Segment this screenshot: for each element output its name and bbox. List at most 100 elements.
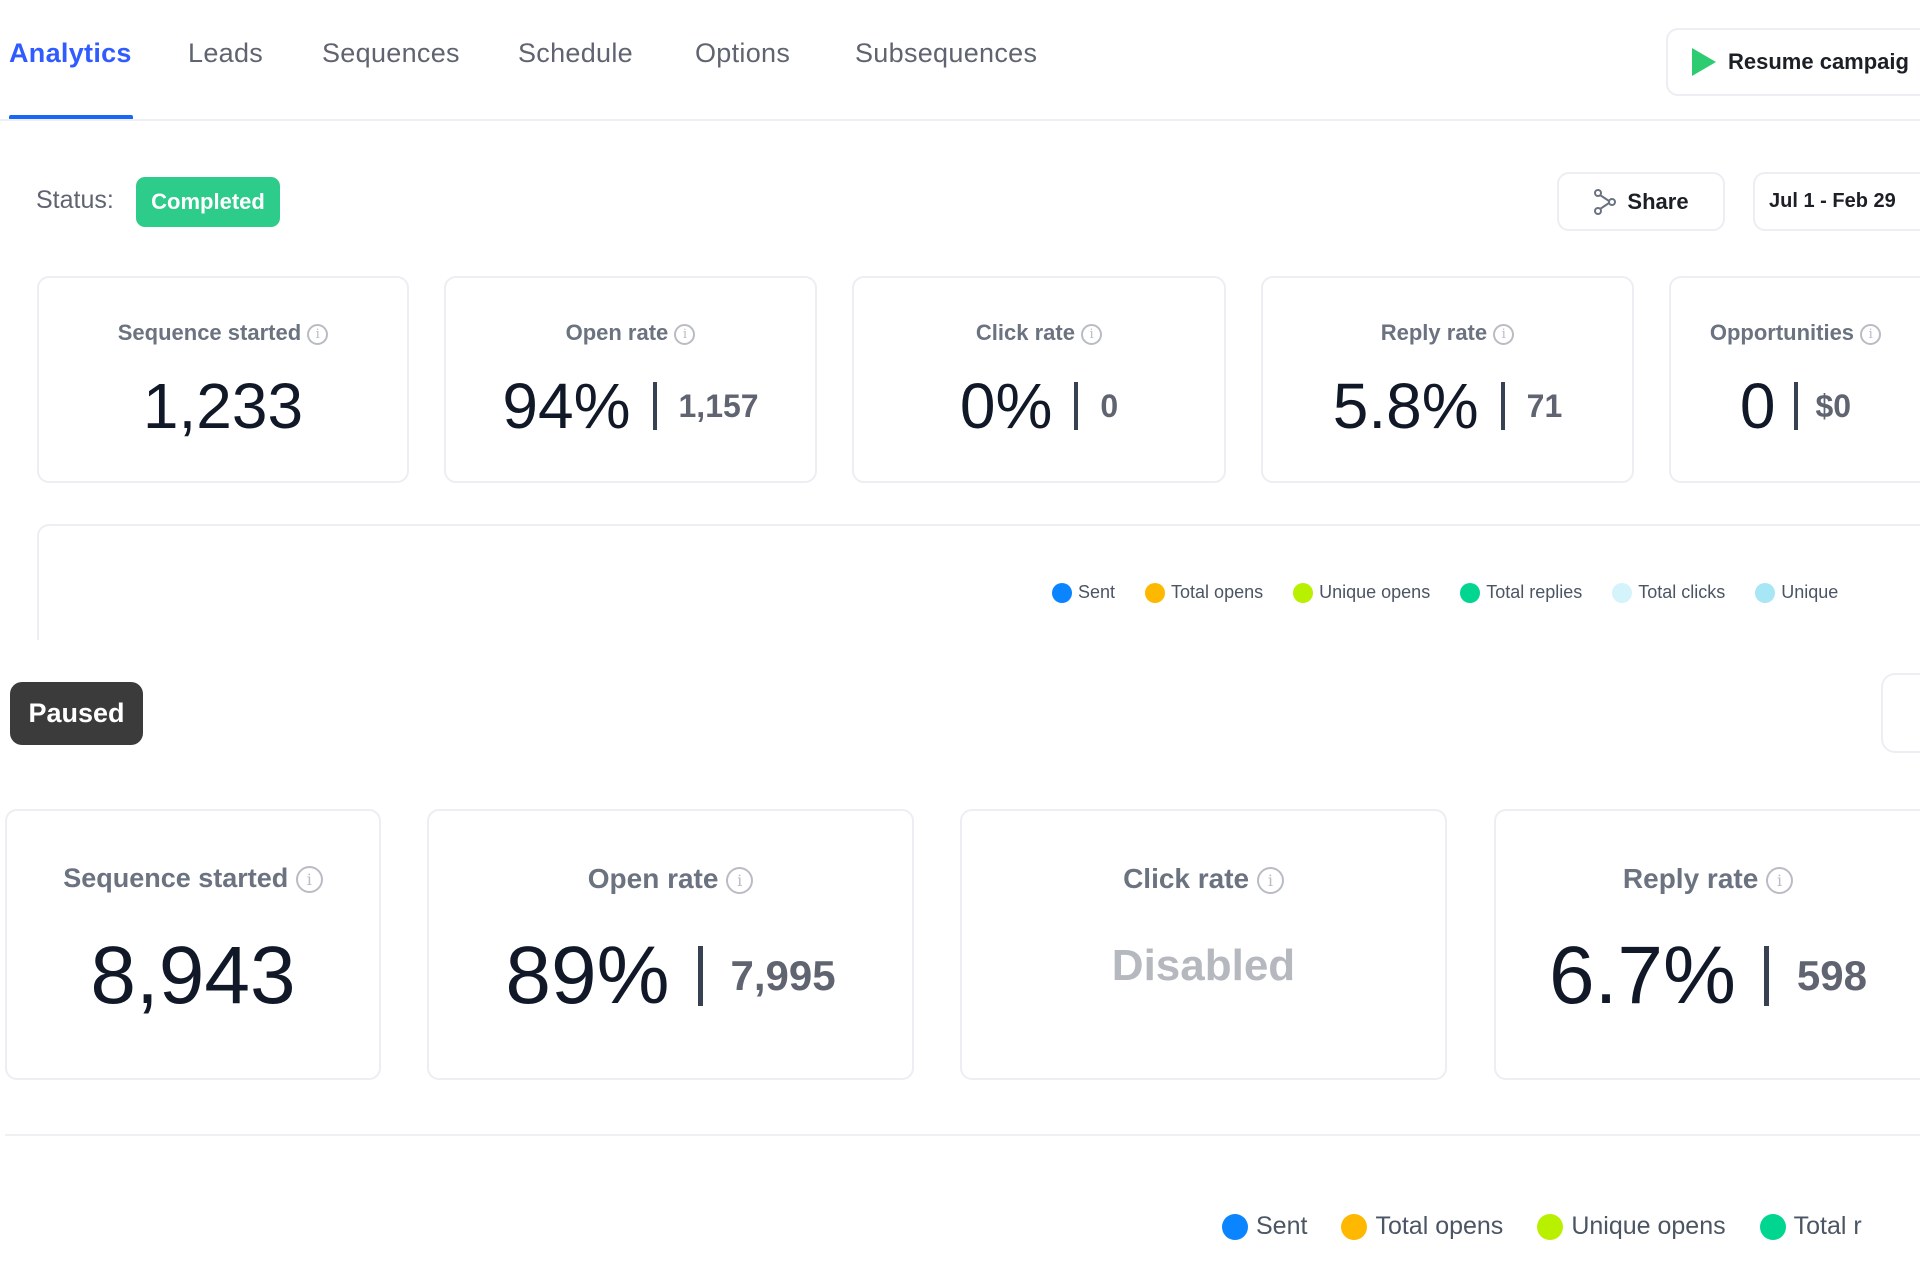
- info-icon[interactable]: i: [726, 867, 754, 895]
- chart-legend: Sent Total opens Unique opens Total repl…: [1052, 582, 1838, 603]
- info-icon[interactable]: i: [1256, 867, 1284, 895]
- card-value: 0%: [959, 370, 1053, 442]
- legend-label: Total clicks: [1638, 582, 1726, 602]
- tab-sequences[interactable]: Sequences: [322, 38, 460, 68]
- value-separator: [1074, 382, 1079, 430]
- value-separator: [1500, 382, 1505, 430]
- card-value: 89%: [505, 930, 670, 1021]
- share-label: Share: [1627, 188, 1689, 214]
- legend-dot: [1537, 1213, 1564, 1240]
- resume-label: Resume campaig: [1728, 49, 1909, 74]
- legend-label: Total r: [1793, 1212, 1862, 1240]
- card-value: 94%: [502, 370, 631, 442]
- card-title: Click rate: [1123, 863, 1250, 894]
- share-button[interactable]: Share: [1557, 172, 1725, 231]
- legend-label: Sent: [1078, 582, 1116, 602]
- card-value: 5.8%: [1332, 370, 1479, 442]
- info-icon[interactable]: i: [1081, 323, 1103, 345]
- legend-dot: [1460, 582, 1481, 603]
- legend-item-unique-opens[interactable]: Unique opens: [1537, 1212, 1726, 1241]
- info-icon[interactable]: i: [295, 866, 323, 894]
- paused-badge: Paused: [10, 682, 143, 745]
- legend-item-sent[interactable]: Sent: [1052, 582, 1115, 603]
- card-title: Click rate: [975, 320, 1075, 345]
- metric-card-sequence-started: Sequence started i 1,233: [37, 276, 409, 483]
- card-title: Reply rate: [1622, 863, 1759, 894]
- legend-item-sent[interactable]: Sent: [1222, 1212, 1307, 1241]
- card-secondary-value: 71: [1526, 387, 1563, 424]
- play-icon: [1692, 48, 1716, 76]
- bottom-action-button[interactable]: [1881, 673, 1920, 753]
- legend-item-total-replies[interactable]: Total r: [1759, 1212, 1862, 1241]
- legend-label: Unique opens: [1319, 582, 1431, 602]
- metric-card-click-rate: Click rate i Disabled: [960, 809, 1447, 1080]
- legend-label: Unique: [1781, 582, 1839, 602]
- share-icon: [1594, 188, 1617, 215]
- chart-legend-bottom: Sent Total opens Unique opens Total r: [1222, 1212, 1862, 1241]
- tab-subsequences[interactable]: Subsequences: [855, 38, 1038, 68]
- legend-item-unique-opens[interactable]: Unique opens: [1293, 582, 1430, 603]
- tab-analytics[interactable]: Analytics: [9, 38, 132, 68]
- legend-item-unique[interactable]: Unique: [1755, 582, 1838, 603]
- legend-label: Unique opens: [1571, 1212, 1726, 1240]
- metric-card-open-rate: Open rate i 89% 7,995: [427, 809, 914, 1080]
- legend-dot: [1341, 1213, 1368, 1240]
- info-icon[interactable]: i: [1860, 323, 1882, 345]
- card-secondary-value: 598: [1796, 952, 1867, 999]
- legend-dot: [1145, 582, 1166, 603]
- card-value-disabled: Disabled: [1111, 941, 1296, 990]
- card-value: 0: [1739, 370, 1776, 442]
- legend-dot: [1755, 582, 1776, 603]
- legend-label: Total opens: [1171, 582, 1264, 602]
- legend-dot: [1052, 582, 1072, 603]
- legend-item-total-opens[interactable]: Total opens: [1341, 1212, 1503, 1241]
- card-title: Open rate: [565, 320, 669, 345]
- tab-leads[interactable]: Leads: [188, 38, 264, 68]
- legend-label: Sent: [1256, 1212, 1308, 1240]
- card-title: Sequence started: [117, 320, 302, 345]
- card-value: 6.7%: [1549, 930, 1736, 1021]
- card-secondary-value: 0: [1100, 387, 1119, 424]
- metric-card-sequence-started: Sequence started i 8,943: [5, 809, 381, 1080]
- active-tab-indicator: [9, 115, 133, 120]
- card-title: Opportunities: [1709, 320, 1855, 345]
- resume-campaign-button[interactable]: Resume campaig: [1666, 28, 1920, 96]
- value-separator: [1793, 382, 1798, 430]
- legend-label: Total opens: [1375, 1212, 1504, 1240]
- card-secondary-value: 7,995: [730, 952, 836, 999]
- legend-dot: [1293, 582, 1314, 603]
- tab-schedule[interactable]: Schedule: [518, 38, 633, 68]
- card-secondary-value: 1,157: [678, 387, 759, 424]
- legend-item-total-clicks[interactable]: Total clicks: [1612, 582, 1725, 603]
- card-value: 8,943: [90, 930, 296, 1021]
- info-icon[interactable]: i: [674, 323, 696, 345]
- metric-card-reply-rate: Reply rate i 6.7% 598: [1494, 809, 1920, 1080]
- metric-card-opportunities: Opportunities i 0 $0: [1669, 276, 1920, 483]
- card-title: Sequence started: [63, 863, 289, 893]
- legend-dot: [1759, 1213, 1786, 1240]
- value-separator: [652, 382, 657, 430]
- header-divider: [0, 119, 1920, 121]
- status-badge: Completed: [136, 177, 280, 227]
- card-title: Reply rate: [1380, 320, 1488, 345]
- info-icon[interactable]: i: [307, 323, 329, 345]
- metric-card-open-rate: Open rate i 94% 1,157: [444, 276, 817, 483]
- card-title: Open rate: [587, 863, 719, 894]
- legend-dot: [1612, 582, 1633, 603]
- info-icon[interactable]: i: [1766, 867, 1794, 895]
- value-separator: [697, 946, 703, 1006]
- section-divider: [5, 1134, 1920, 1136]
- value-separator: [1763, 946, 1769, 1006]
- legend-item-total-replies[interactable]: Total replies: [1460, 582, 1582, 603]
- legend-item-total-opens[interactable]: Total opens: [1145, 582, 1263, 603]
- chart-panel: [37, 524, 1920, 640]
- metric-card-click-rate: Click rate i 0% 0: [852, 276, 1226, 483]
- legend-label: Total replies: [1486, 582, 1583, 602]
- date-range-picker[interactable]: Jul 1 - Feb 29: [1753, 172, 1920, 231]
- info-icon[interactable]: i: [1493, 323, 1515, 345]
- metric-card-reply-rate: Reply rate i 5.8% 71: [1261, 276, 1634, 483]
- date-range-label: Jul 1 - Feb 29: [1769, 190, 1896, 212]
- legend-dot: [1222, 1213, 1248, 1240]
- card-value: 1,233: [142, 370, 304, 442]
- tab-options[interactable]: Options: [695, 38, 791, 68]
